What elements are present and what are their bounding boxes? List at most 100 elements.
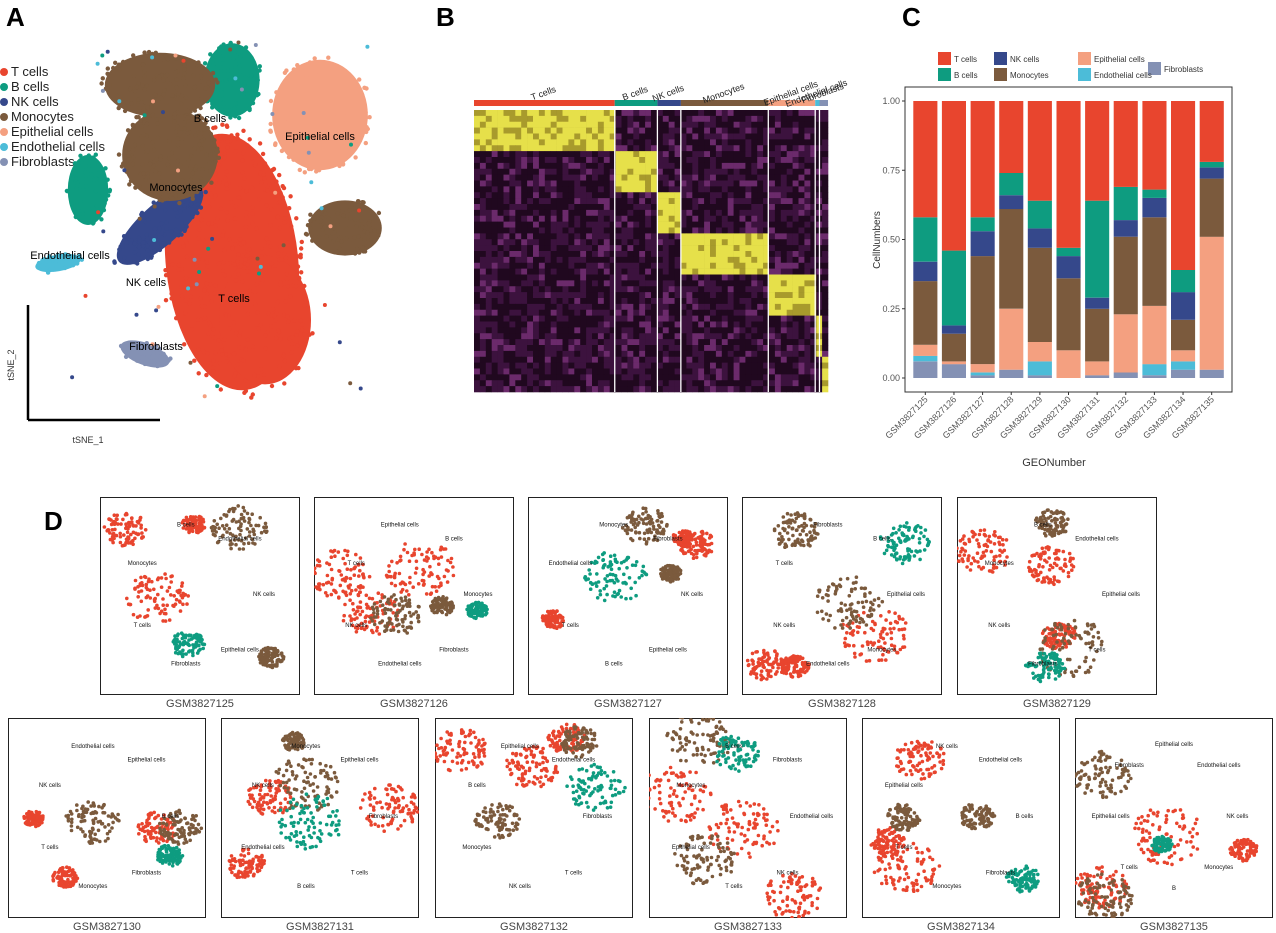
sample-cluster-label: Epithelial cells	[649, 648, 687, 654]
heatmap-cell	[498, 275, 504, 281]
stray-point	[161, 110, 165, 114]
heatmap-cell	[669, 269, 675, 275]
bar-segment	[1171, 350, 1195, 361]
heatmap-cell	[515, 245, 521, 251]
heatmap-cell	[633, 128, 639, 134]
heatmap-cell	[663, 322, 669, 328]
stray-point	[117, 99, 121, 103]
heatmap-cell	[769, 175, 775, 181]
heatmap-cell	[568, 386, 574, 392]
heatmap-cell	[822, 139, 828, 145]
heatmap-cell	[751, 357, 757, 363]
stray-point	[100, 54, 104, 58]
sample-point	[477, 613, 481, 617]
heatmap-cell	[592, 151, 598, 157]
heatmap-cell	[686, 116, 692, 122]
heatmap-cell	[793, 339, 799, 345]
bar-segment	[1114, 101, 1138, 187]
heatmap-cell	[551, 181, 557, 187]
heatmap-cell	[710, 322, 716, 328]
sample-point	[282, 655, 286, 659]
heatmap-cell	[663, 204, 669, 210]
sample-point	[417, 582, 421, 586]
heatmap-cell	[645, 228, 651, 234]
heatmap-cell	[598, 198, 604, 204]
heatmap-cell	[799, 292, 805, 298]
sample-cluster-label: T cells	[348, 561, 365, 567]
heatmap-cell	[710, 292, 716, 298]
heatmap-cell	[716, 327, 722, 333]
heatmap-cell	[527, 175, 533, 181]
legend-label: Epithelial cells	[1094, 55, 1145, 64]
sample-point	[649, 522, 653, 526]
heatmap-cell	[698, 286, 704, 292]
heatmap-cell	[740, 163, 746, 169]
heatmap-cell	[710, 122, 716, 128]
heatmap-cell	[740, 192, 746, 198]
sample-point	[246, 512, 250, 516]
heatmap-cell	[568, 239, 574, 245]
heatmap-cell	[574, 163, 580, 169]
sample-point	[163, 572, 167, 576]
heatmap-cell	[486, 145, 492, 151]
sample-point	[110, 523, 114, 527]
heatmap-cell	[734, 374, 740, 380]
heatmap-cell	[799, 251, 805, 257]
heatmap-cell	[480, 198, 486, 204]
sample-point	[164, 577, 168, 581]
sample-point	[704, 548, 708, 552]
sample-point	[605, 584, 609, 588]
heatmap-cell	[686, 251, 692, 257]
heatmap-cell	[645, 263, 651, 269]
stray-point	[154, 308, 158, 312]
sample-point	[393, 576, 397, 580]
sample-point	[603, 577, 607, 581]
heatmap-cell	[486, 134, 492, 140]
heatmap-cell	[728, 122, 734, 128]
heatmap-cell	[545, 145, 551, 151]
sample-point	[452, 574, 456, 578]
heatmap-cell	[509, 245, 515, 251]
bar-segment	[1057, 256, 1081, 278]
heatmap-cell	[757, 327, 763, 333]
heatmap-cell	[822, 157, 828, 163]
sample-point	[628, 576, 632, 580]
heatmap-cell	[663, 363, 669, 369]
heatmap-cell	[722, 374, 728, 380]
heatmap-cell	[486, 333, 492, 339]
heatmap-cell	[669, 380, 675, 386]
heatmap-cell	[474, 233, 480, 239]
heatmap-cell	[586, 145, 592, 151]
heatmap-cell	[509, 210, 515, 216]
heatmap-cell	[698, 163, 704, 169]
heatmap-cell	[551, 186, 557, 192]
heatmap-cell	[563, 110, 569, 116]
heatmap-cell	[533, 222, 539, 228]
sample-point	[325, 594, 329, 598]
sample-point	[665, 524, 669, 528]
heatmap-cell	[492, 263, 498, 269]
sample-point	[443, 575, 447, 579]
sample-cluster-label: B cells	[445, 536, 463, 542]
heatmap-cell	[563, 122, 569, 128]
heatmap-cell	[474, 316, 480, 322]
heatmap-cell	[728, 345, 734, 351]
heatmap-cell	[622, 228, 628, 234]
heatmap-cell	[728, 110, 734, 116]
heatmap-cell	[568, 169, 574, 175]
heatmap-cell	[563, 151, 569, 157]
heatmap-cell	[521, 192, 527, 198]
heatmap-cell	[645, 322, 651, 328]
heatmap-cell	[745, 269, 751, 275]
heatmap-cell	[757, 316, 763, 322]
sample-point	[769, 675, 773, 679]
heatmap-cell	[686, 292, 692, 298]
heatmap-cell	[822, 239, 828, 245]
sample-point	[349, 568, 353, 572]
heatmap-cell	[521, 239, 527, 245]
heatmap-cell	[781, 292, 787, 298]
heatmap-cell	[645, 186, 651, 192]
heatmap-cell	[604, 380, 610, 386]
sample-point	[343, 549, 347, 553]
heatmap-cell	[751, 163, 757, 169]
